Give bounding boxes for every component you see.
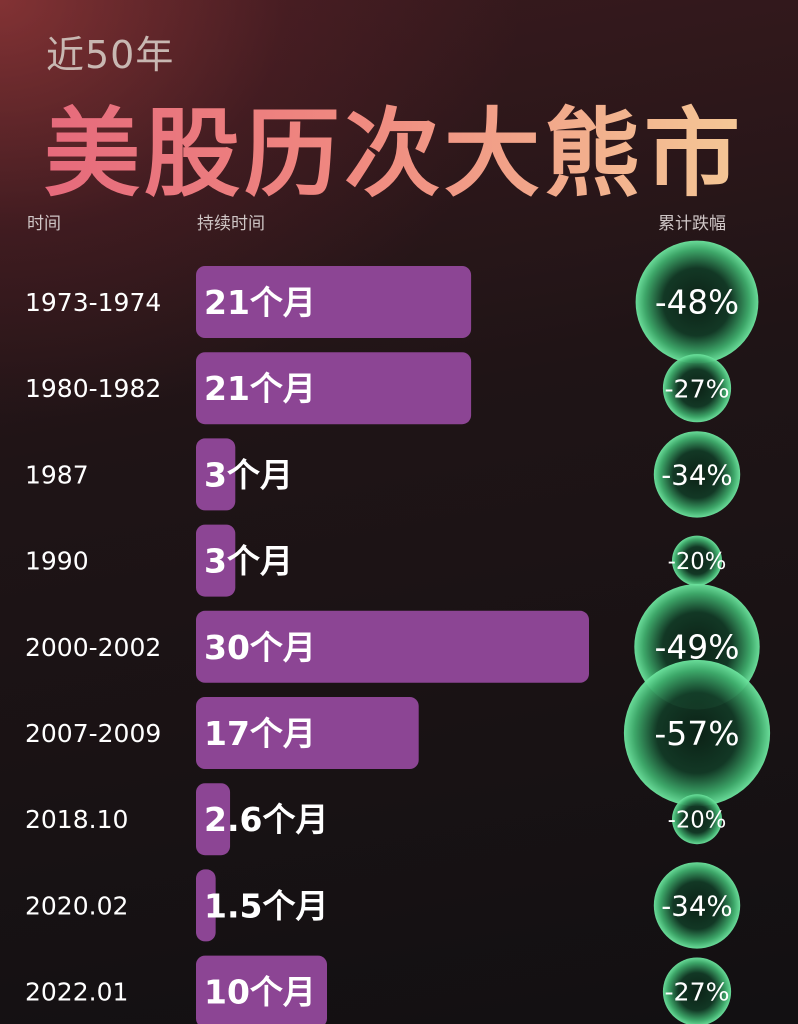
decline-label: -57% xyxy=(654,714,739,753)
category-label: 2000-2002 xyxy=(25,633,161,662)
duration-label: 10个月 xyxy=(204,973,316,1012)
category-label: 1980-1982 xyxy=(25,374,161,403)
duration-label: 2.6个月 xyxy=(204,800,328,839)
category-label: 2022.01 xyxy=(25,978,128,1007)
decline-label: -20% xyxy=(668,807,727,833)
decline-label: -27% xyxy=(664,374,729,403)
duration-label: 17个月 xyxy=(204,714,316,753)
duration-bar xyxy=(196,352,472,425)
duration-label: 21个月 xyxy=(204,283,316,322)
duration-bar xyxy=(196,955,327,1024)
page-title: 美股历次大熊市 xyxy=(44,76,744,215)
decline-bubble xyxy=(635,240,759,364)
column-header-period: 时间 xyxy=(27,214,61,234)
duration-bar xyxy=(196,697,419,769)
category-label: 1990 xyxy=(25,547,89,576)
subtitle: 近50年 xyxy=(46,33,175,77)
decline-label: -20% xyxy=(668,549,727,575)
duration-label: 1.5个月 xyxy=(204,886,328,925)
labels-layer: 1973-1974 21个月 -48% 1980-1982 21个月 -27% 1987 3个… xyxy=(25,283,740,1012)
column-header-duration: 持续时间 xyxy=(197,214,265,234)
decline-label: -48% xyxy=(655,284,739,322)
category-label: 2020.02 xyxy=(25,891,128,920)
decline-label: -34% xyxy=(661,458,732,491)
duration-bar xyxy=(196,610,589,683)
decline-bubble xyxy=(623,659,771,807)
decline-bubble xyxy=(672,535,722,586)
duration-label: 3个月 xyxy=(204,542,293,581)
bars-layer xyxy=(196,266,589,1024)
decline-bubble xyxy=(653,862,741,949)
category-label: 2007-2009 xyxy=(25,719,161,748)
duration-label: 30个月 xyxy=(204,628,316,667)
duration-bar xyxy=(196,869,216,942)
bubbles-layer xyxy=(623,240,771,1024)
duration-label: 3个月 xyxy=(204,455,293,494)
decline-bubble xyxy=(653,431,741,518)
duration-bar xyxy=(196,783,231,856)
decline-bubble xyxy=(662,957,732,1024)
column-header-decline: 累计跌幅 xyxy=(658,214,726,234)
category-label: 2018.10 xyxy=(25,805,128,834)
duration-bar xyxy=(196,266,472,338)
decline-bubble xyxy=(672,794,722,845)
duration-bar xyxy=(196,438,236,511)
decline-label: -34% xyxy=(661,889,732,922)
decline-label: -49% xyxy=(654,628,739,667)
decline-label: -27% xyxy=(664,978,729,1007)
duration-bar xyxy=(196,524,236,597)
decline-bubble xyxy=(662,354,732,423)
category-label: 1973-1974 xyxy=(25,288,161,317)
category-label: 1987 xyxy=(25,460,89,489)
duration-label: 21个月 xyxy=(204,369,316,408)
